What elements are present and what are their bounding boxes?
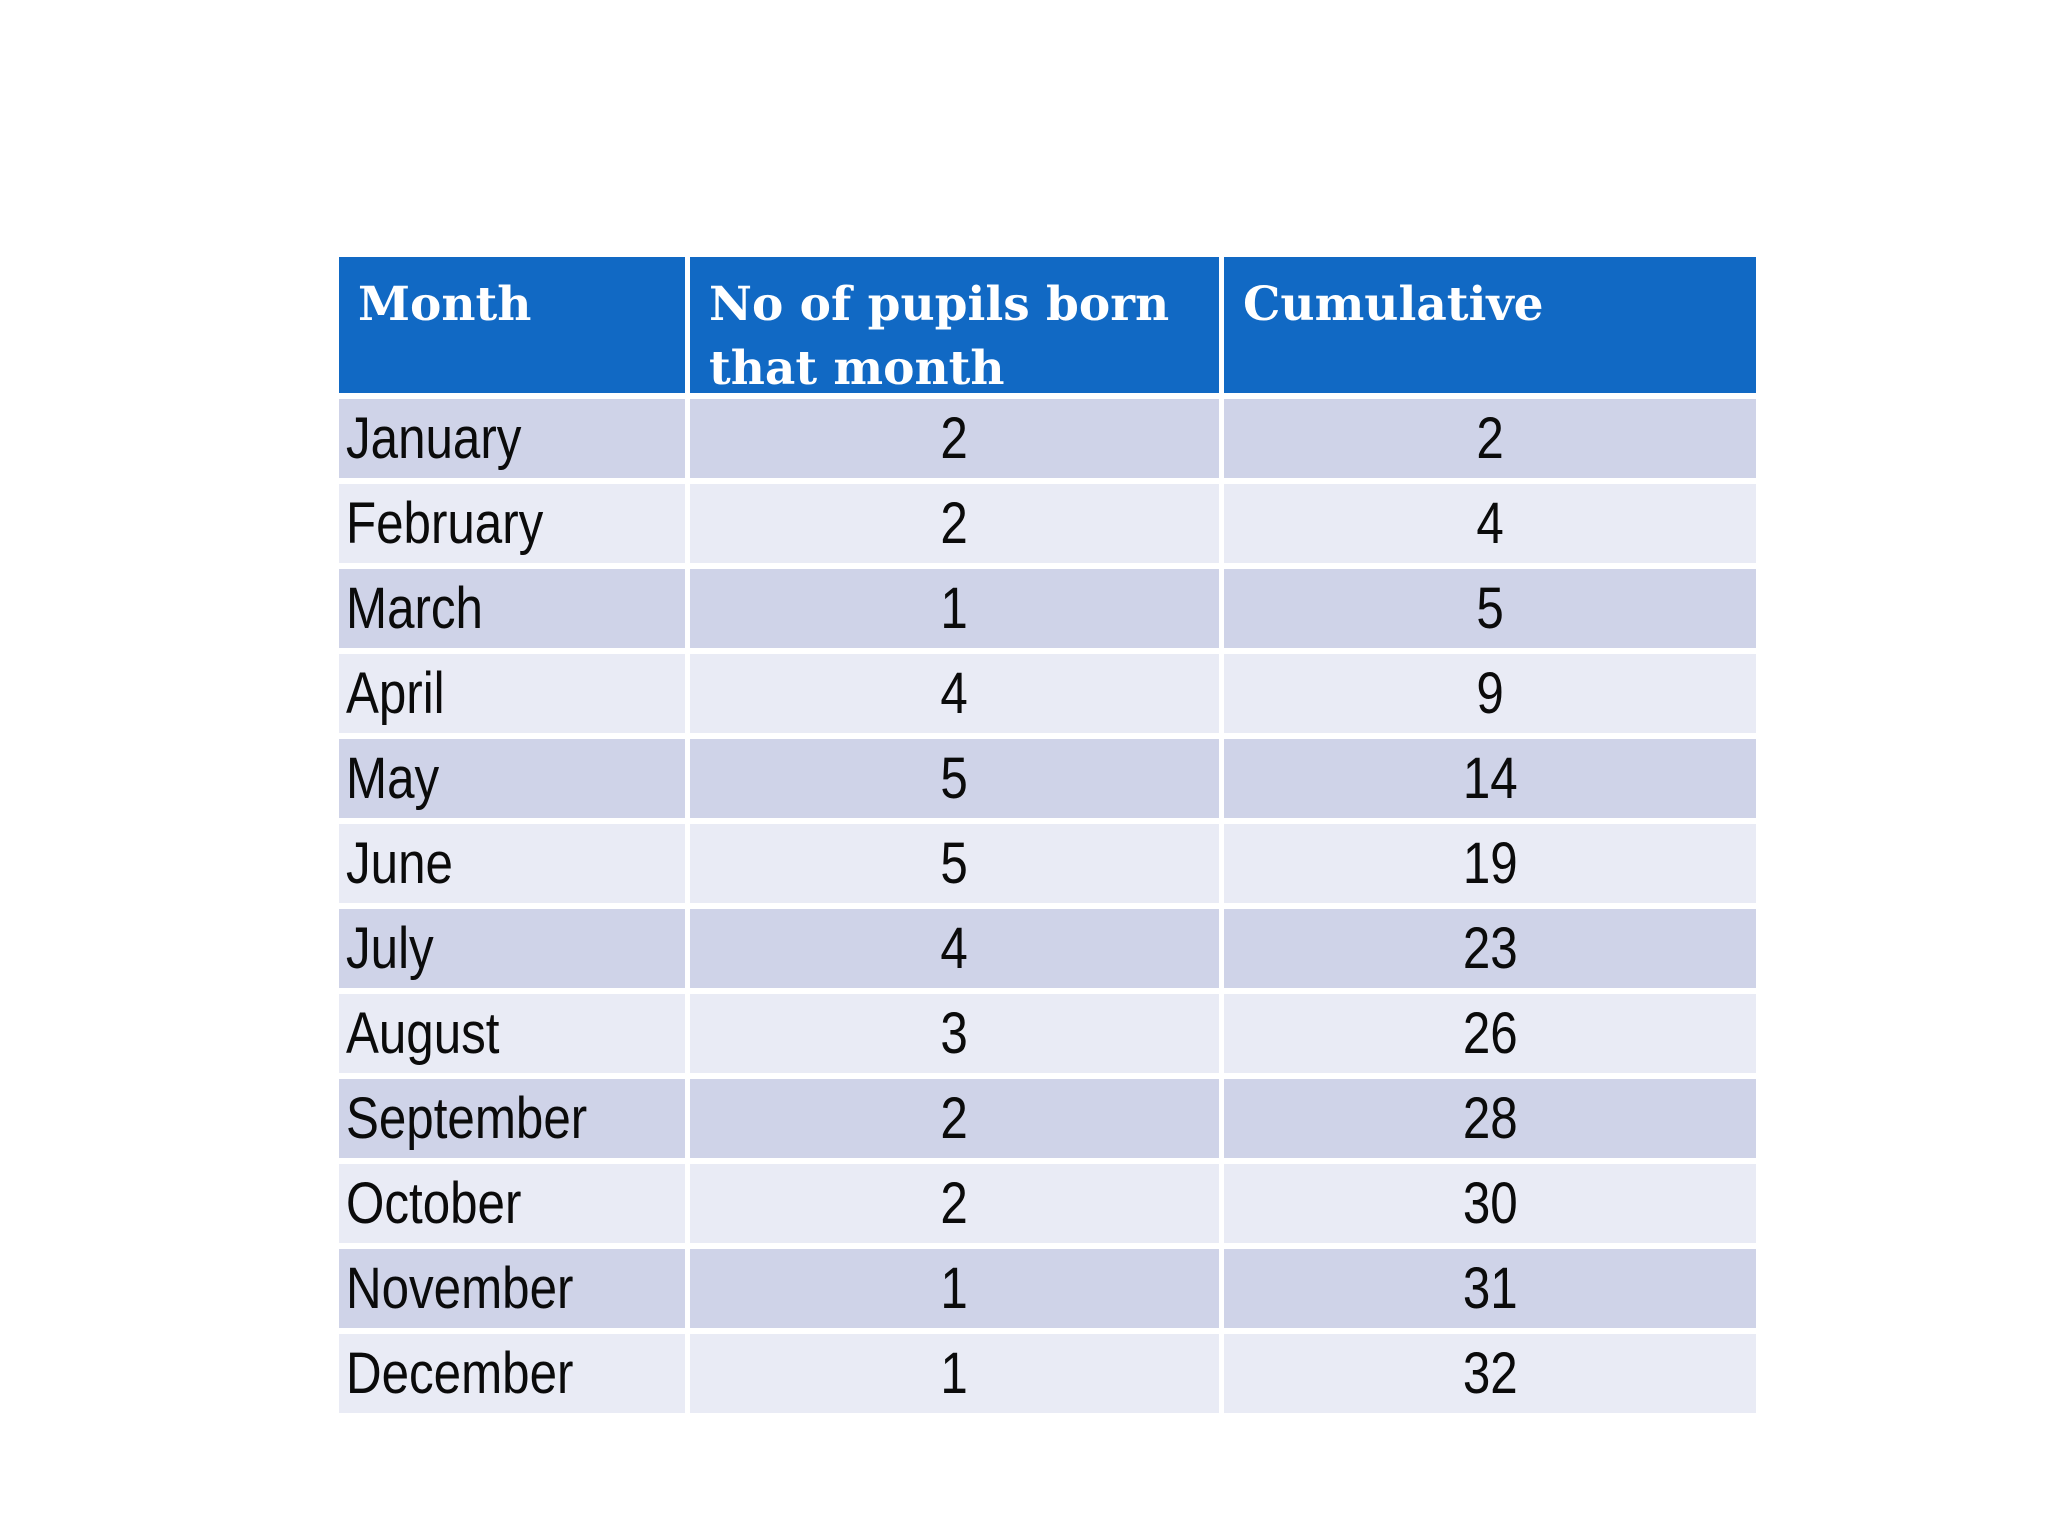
table-row-september-cumulative-cell: 28: [1224, 1079, 1756, 1158]
table-row-december-pupils-cell: 1: [690, 1334, 1219, 1413]
table-row-may-month-cell: May: [339, 739, 685, 818]
pupils-value: 2: [940, 406, 969, 471]
cumulative-value: 9: [1476, 661, 1504, 726]
cumulative-value: 4: [1476, 491, 1504, 556]
pupils-value: 2: [940, 491, 969, 556]
month-label: October: [346, 1171, 522, 1236]
month-label: September: [346, 1086, 588, 1151]
table-row-december-cumulative-cell: 32: [1224, 1334, 1756, 1413]
month-label: January: [346, 406, 522, 471]
month-label: February: [346, 491, 544, 556]
cumulative-value: 31: [1462, 1256, 1518, 1321]
table-row-november-cumulative-cell: 31: [1224, 1249, 1756, 1328]
cumulative-value: 5: [1476, 576, 1504, 641]
month-label: May: [346, 746, 440, 811]
pupils-value: 4: [940, 916, 969, 981]
table-row-march-month-cell: March: [339, 569, 685, 648]
month-label: December: [346, 1341, 574, 1406]
pupils-value: 1: [940, 1341, 969, 1406]
table-row-may-cumulative-cell: 14: [1224, 739, 1756, 818]
table-row-may-pupils-cell: 5: [690, 739, 1219, 818]
table-row-august-cumulative-cell: 26: [1224, 994, 1756, 1073]
cumulative-value: 23: [1462, 916, 1518, 981]
cumulative-value: 30: [1462, 1171, 1518, 1236]
pupils-value: 4: [940, 661, 969, 726]
cumulative-value: 26: [1462, 1001, 1518, 1066]
table-row-december-month-cell: December: [339, 1334, 685, 1413]
month-label: March: [346, 576, 483, 641]
month-label: July: [346, 916, 434, 981]
header-cell-cumulative: Cumulative: [1224, 257, 1756, 393]
table-row-february-pupils-cell: 2: [690, 484, 1219, 563]
month-label: June: [346, 831, 453, 896]
birth-month-table: Month No of pupils born that month Cumul…: [339, 257, 1756, 1413]
pupils-value: 5: [940, 746, 969, 811]
table-row-september-pupils-cell: 2: [690, 1079, 1219, 1158]
pupils-value: 5: [940, 831, 969, 896]
month-label: November: [346, 1256, 574, 1321]
month-label: August: [346, 1001, 500, 1066]
pupils-value: 3: [940, 1001, 969, 1066]
cumulative-value: 32: [1462, 1341, 1518, 1406]
table-row-january-pupils-cell: 2: [690, 399, 1219, 478]
table-row-august-month-cell: August: [339, 994, 685, 1073]
table-row-october-month-cell: October: [339, 1164, 685, 1243]
table-row-november-pupils-cell: 1: [690, 1249, 1219, 1328]
table-row-november-month-cell: November: [339, 1249, 685, 1328]
table-row-february-month-cell: February: [339, 484, 685, 563]
table-row-february-cumulative-cell: 4: [1224, 484, 1756, 563]
table-row-june-cumulative-cell: 19: [1224, 824, 1756, 903]
table-row-july-month-cell: July: [339, 909, 685, 988]
table-row-august-pupils-cell: 3: [690, 994, 1219, 1073]
cumulative-value: 2: [1476, 406, 1504, 471]
header-label-month: Month: [358, 277, 532, 332]
table-row-april-month-cell: April: [339, 654, 685, 733]
pupils-value: 2: [940, 1086, 969, 1151]
month-label: April: [346, 661, 445, 726]
table-row-october-cumulative-cell: 30: [1224, 1164, 1756, 1243]
table-row-september-month-cell: September: [339, 1079, 685, 1158]
pupils-value: 1: [940, 1256, 969, 1321]
header-label-cumulative: Cumulative: [1243, 277, 1544, 332]
table-row-june-month-cell: June: [339, 824, 685, 903]
table-row-march-pupils-cell: 1: [690, 569, 1219, 648]
table-row-january-cumulative-cell: 2: [1224, 399, 1756, 478]
pupils-value: 2: [940, 1171, 969, 1236]
table-row-october-pupils-cell: 2: [690, 1164, 1219, 1243]
header-label-pupils: No of pupils born that month: [709, 277, 1170, 396]
cumulative-value: 19: [1462, 831, 1518, 896]
table-row-april-cumulative-cell: 9: [1224, 654, 1756, 733]
cumulative-value: 14: [1462, 746, 1518, 811]
table-row-march-cumulative-cell: 5: [1224, 569, 1756, 648]
cumulative-value: 28: [1462, 1086, 1518, 1151]
table-row-april-pupils-cell: 4: [690, 654, 1219, 733]
header-cell-month: Month: [339, 257, 685, 393]
table-row-june-pupils-cell: 5: [690, 824, 1219, 903]
pupils-value: 1: [940, 576, 969, 641]
table-row-july-cumulative-cell: 23: [1224, 909, 1756, 988]
header-cell-pupils: No of pupils born that month: [690, 257, 1219, 396]
table-row-january-month-cell: January: [339, 399, 685, 478]
table-row-july-pupils-cell: 4: [690, 909, 1219, 988]
